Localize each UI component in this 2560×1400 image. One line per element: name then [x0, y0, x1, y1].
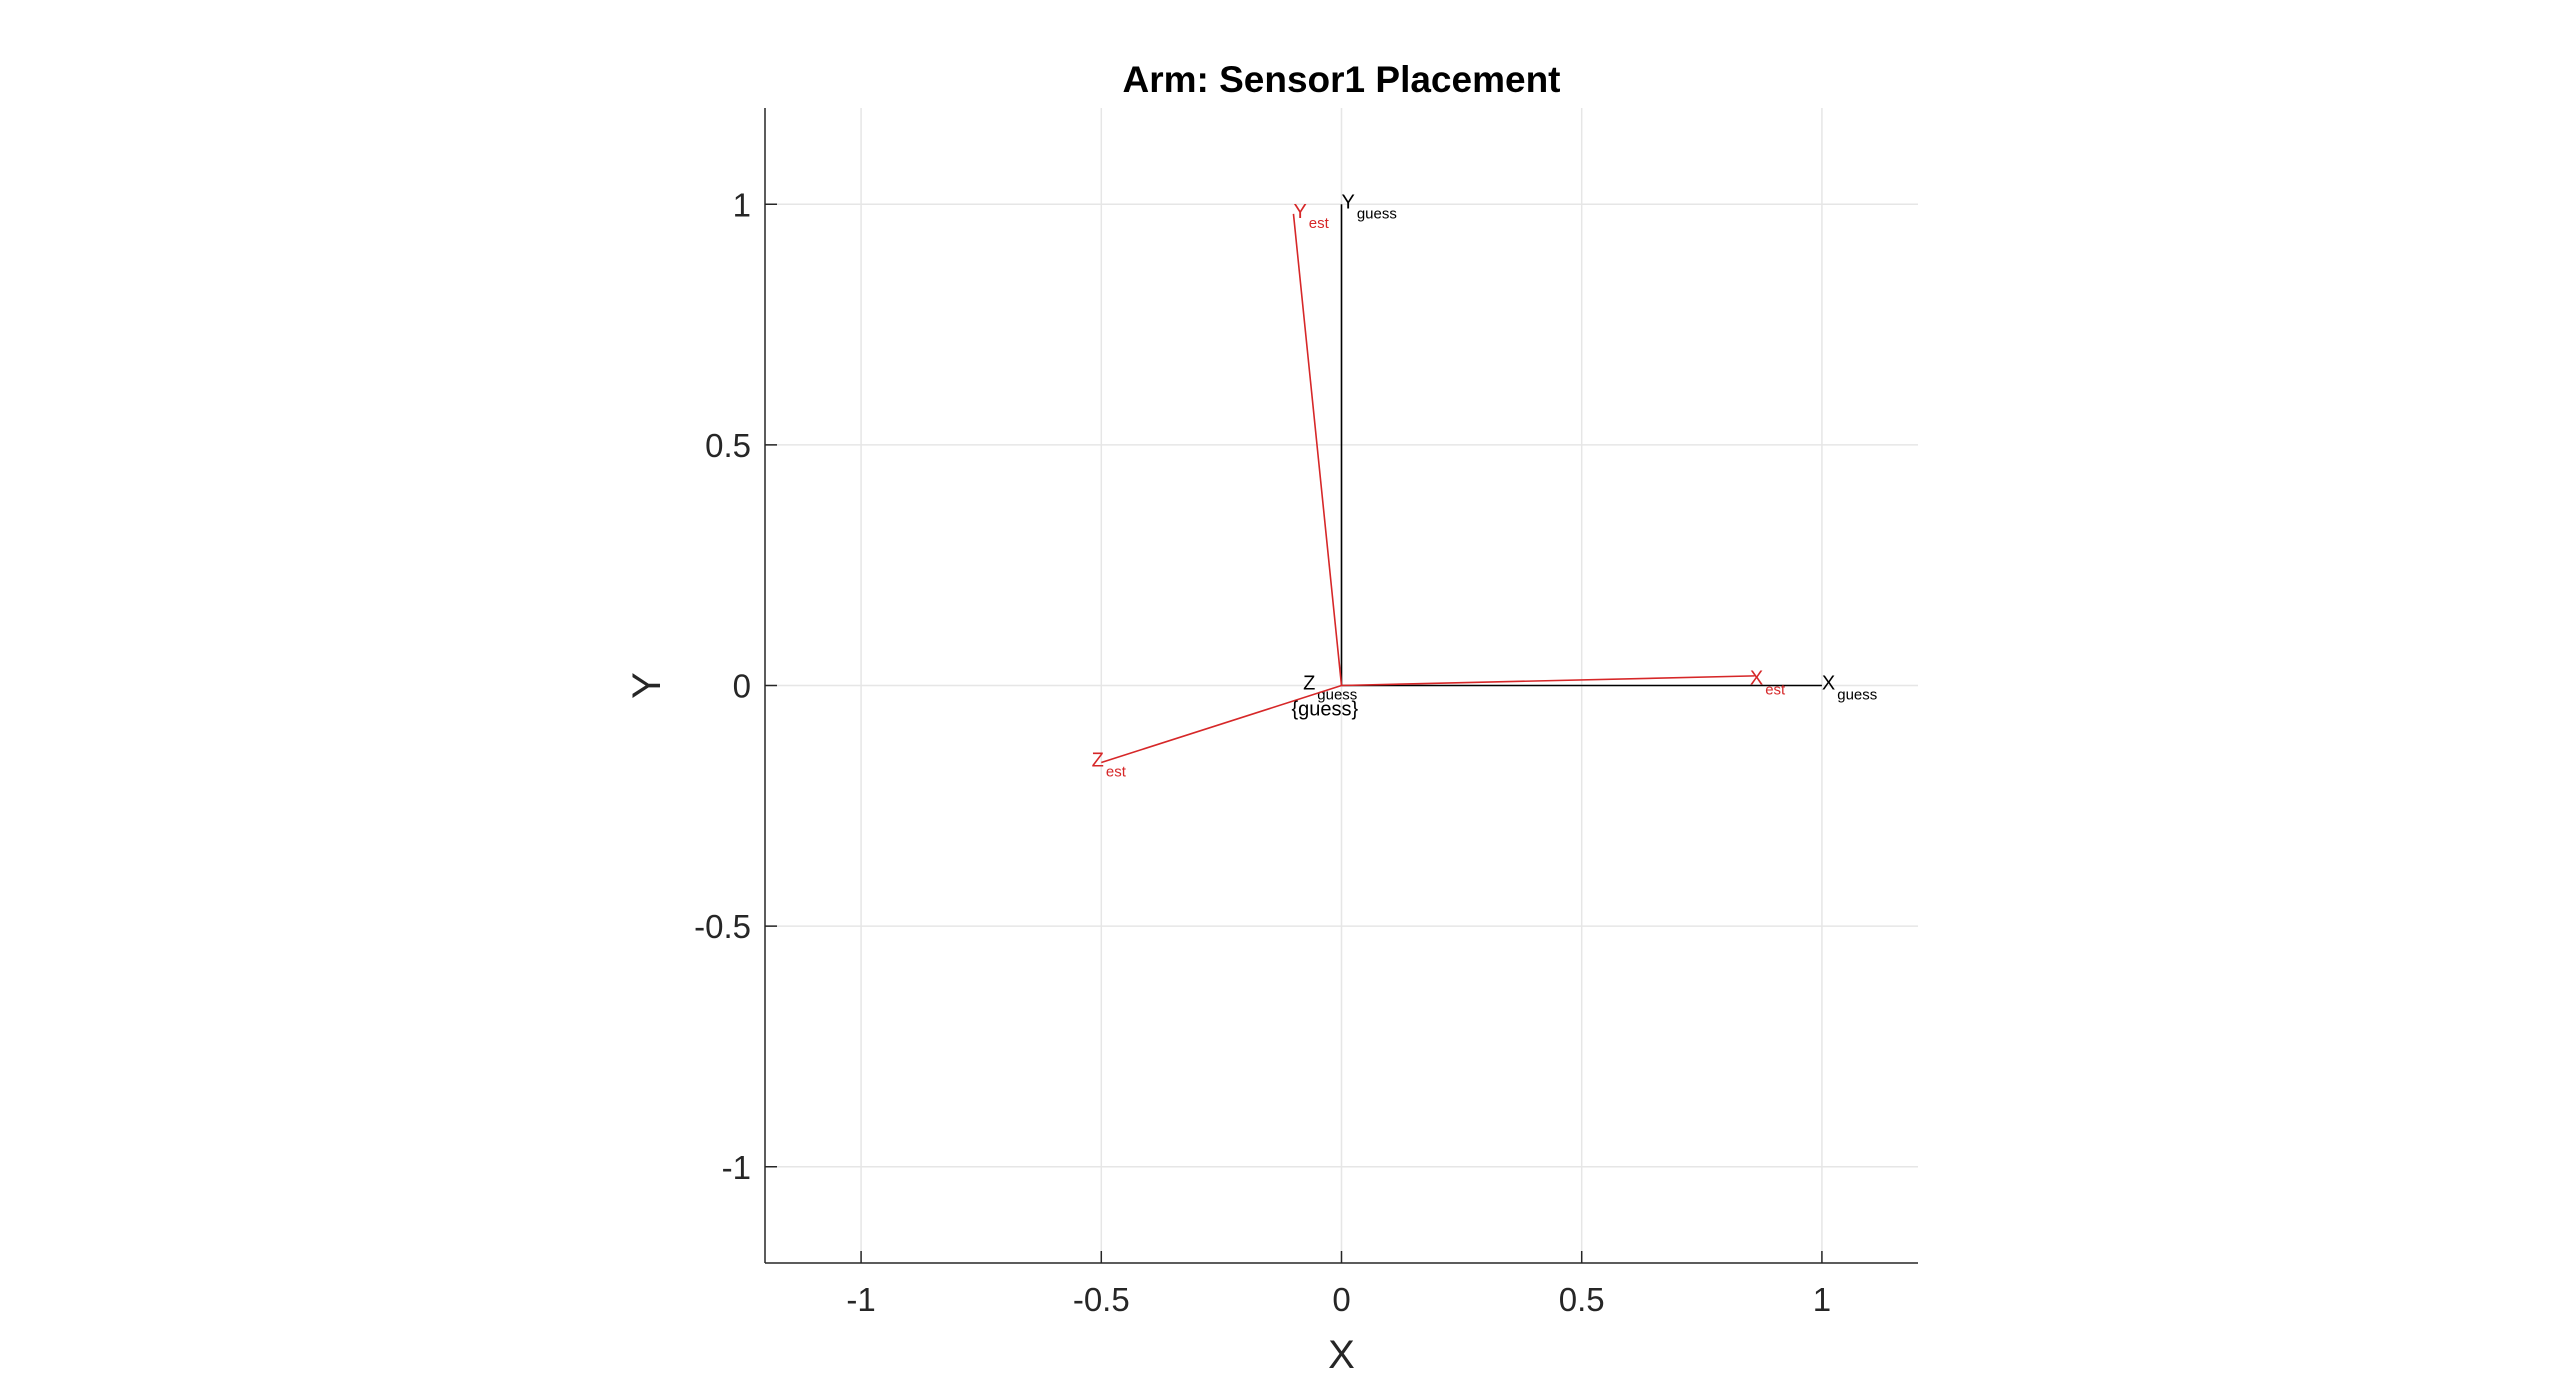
vector-z-est [1101, 684, 1342, 764]
x-tick-label: 0 [1332, 1281, 1350, 1318]
x-tick-label: -1 [846, 1281, 875, 1318]
y-axis-title: Y [625, 672, 669, 699]
y-tick-label: -0.5 [694, 908, 751, 945]
y-tick-label: -1 [722, 1149, 751, 1186]
label-y-est: Yest [1293, 201, 1329, 232]
y-tick-label: 0.5 [705, 427, 751, 464]
vector-y-est [1292, 213, 1343, 686]
label-x-guess: Xguess [1822, 673, 1877, 704]
x-axis-title: X [1328, 1333, 1355, 1377]
x-tick-label: -0.5 [1073, 1281, 1130, 1318]
label-z-est: Zest [1092, 750, 1127, 781]
y-tick-label: 1 [733, 186, 751, 223]
label-y-guess: Yguess [1342, 191, 1397, 222]
annotation-label: {guess} [1292, 699, 1359, 721]
label-x-est: Xest [1750, 668, 1786, 699]
x-tick-label: 1 [1813, 1281, 1831, 1318]
chart-title: Arm: Sensor1 Placement [1122, 59, 1560, 100]
ticks: -1 -0.5 0 0.5 1 -1 -0.5 0 0.5 1 [694, 186, 1831, 1318]
x-tick-label: 0.5 [1559, 1281, 1605, 1318]
vector-x-est [1341, 675, 1755, 687]
y-tick-label: 0 [733, 668, 751, 705]
